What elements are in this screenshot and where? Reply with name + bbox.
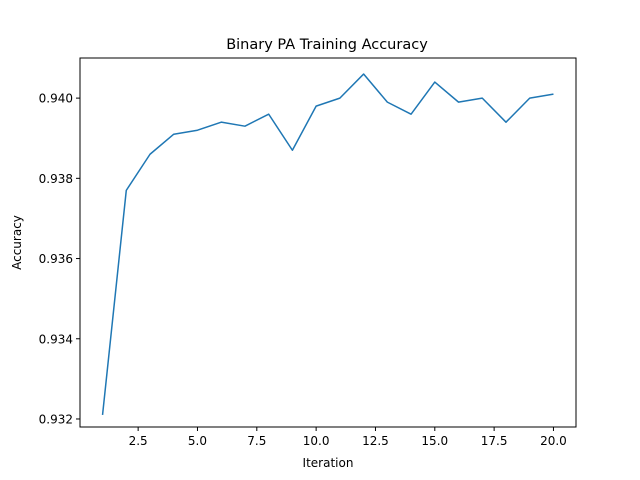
x-tick-label: 17.5 (481, 434, 508, 448)
y-tick-label: 0.934 (39, 332, 73, 346)
y-tick-label: 0.940 (39, 92, 73, 106)
x-tick-label: 12.5 (362, 434, 389, 448)
y-tick-label: 0.932 (39, 412, 73, 426)
x-tick-label: 5.0 (188, 434, 207, 448)
x-tick-label: 2.5 (129, 434, 148, 448)
chart-title: Binary PA Training Accuracy (226, 37, 428, 53)
y-tick-label: 0.936 (39, 252, 73, 266)
y-axis-label: Accuracy (10, 215, 24, 270)
x-tick-label: 15.0 (421, 434, 448, 448)
plot-area (101, 73, 554, 416)
x-tick-label: 20.0 (540, 434, 567, 448)
x-tick-label: 7.5 (247, 434, 266, 448)
y-axis: 0.932 0.934 0.936 0.938 0.940 (39, 92, 80, 426)
x-tick-label: 10.0 (303, 434, 330, 448)
x-axis-label: Iteration (303, 456, 354, 470)
y-tick-label: 0.938 (39, 172, 73, 186)
plot-frame (79, 57, 577, 428)
x-axis: 2.5 5.0 7.5 10.0 12.5 15.0 17.5 20.0 (129, 427, 567, 448)
accuracy-series-line (101, 73, 554, 416)
